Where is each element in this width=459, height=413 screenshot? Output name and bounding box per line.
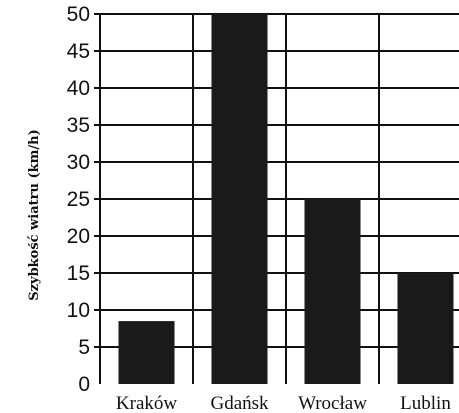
y-axis-label: Szybkość wiatru (km/h) bbox=[27, 129, 42, 301]
bar-layer bbox=[118, 14, 454, 384]
y-tick-label-35: 35 bbox=[67, 114, 90, 137]
y-tick-label-30: 30 bbox=[67, 151, 90, 174]
x-tick-label-3: Lublin bbox=[400, 393, 451, 413]
y-tick-label-40: 40 bbox=[67, 77, 90, 100]
x-tick-label-2: Wrocław bbox=[298, 393, 367, 413]
y-tick-label-5: 5 bbox=[78, 336, 90, 359]
y-tick-label-45: 45 bbox=[67, 40, 90, 63]
y-tick-label-20: 20 bbox=[67, 225, 90, 248]
bar-3 bbox=[397, 273, 454, 384]
grid-layer bbox=[94, 13, 459, 384]
bar-1 bbox=[211, 14, 268, 384]
y-tick-label-25: 25 bbox=[67, 188, 90, 211]
y-tick-labels: 0 5 10 15 20 25 30 35 40 45 50 bbox=[67, 3, 90, 396]
y-tick-label-15: 15 bbox=[67, 262, 90, 285]
y-tick-label-0: 0 bbox=[78, 373, 90, 396]
bar-0 bbox=[118, 321, 175, 384]
x-tick-label-1: Gdańsk bbox=[210, 393, 269, 413]
y-tick-label-10: 10 bbox=[67, 299, 90, 322]
x-tick-labels: Kraków Gdańsk Wrocław Lublin bbox=[116, 393, 451, 413]
y-tick-label-50: 50 bbox=[67, 3, 90, 26]
bar-2 bbox=[304, 199, 361, 384]
x-tick-label-0: Kraków bbox=[116, 393, 177, 413]
